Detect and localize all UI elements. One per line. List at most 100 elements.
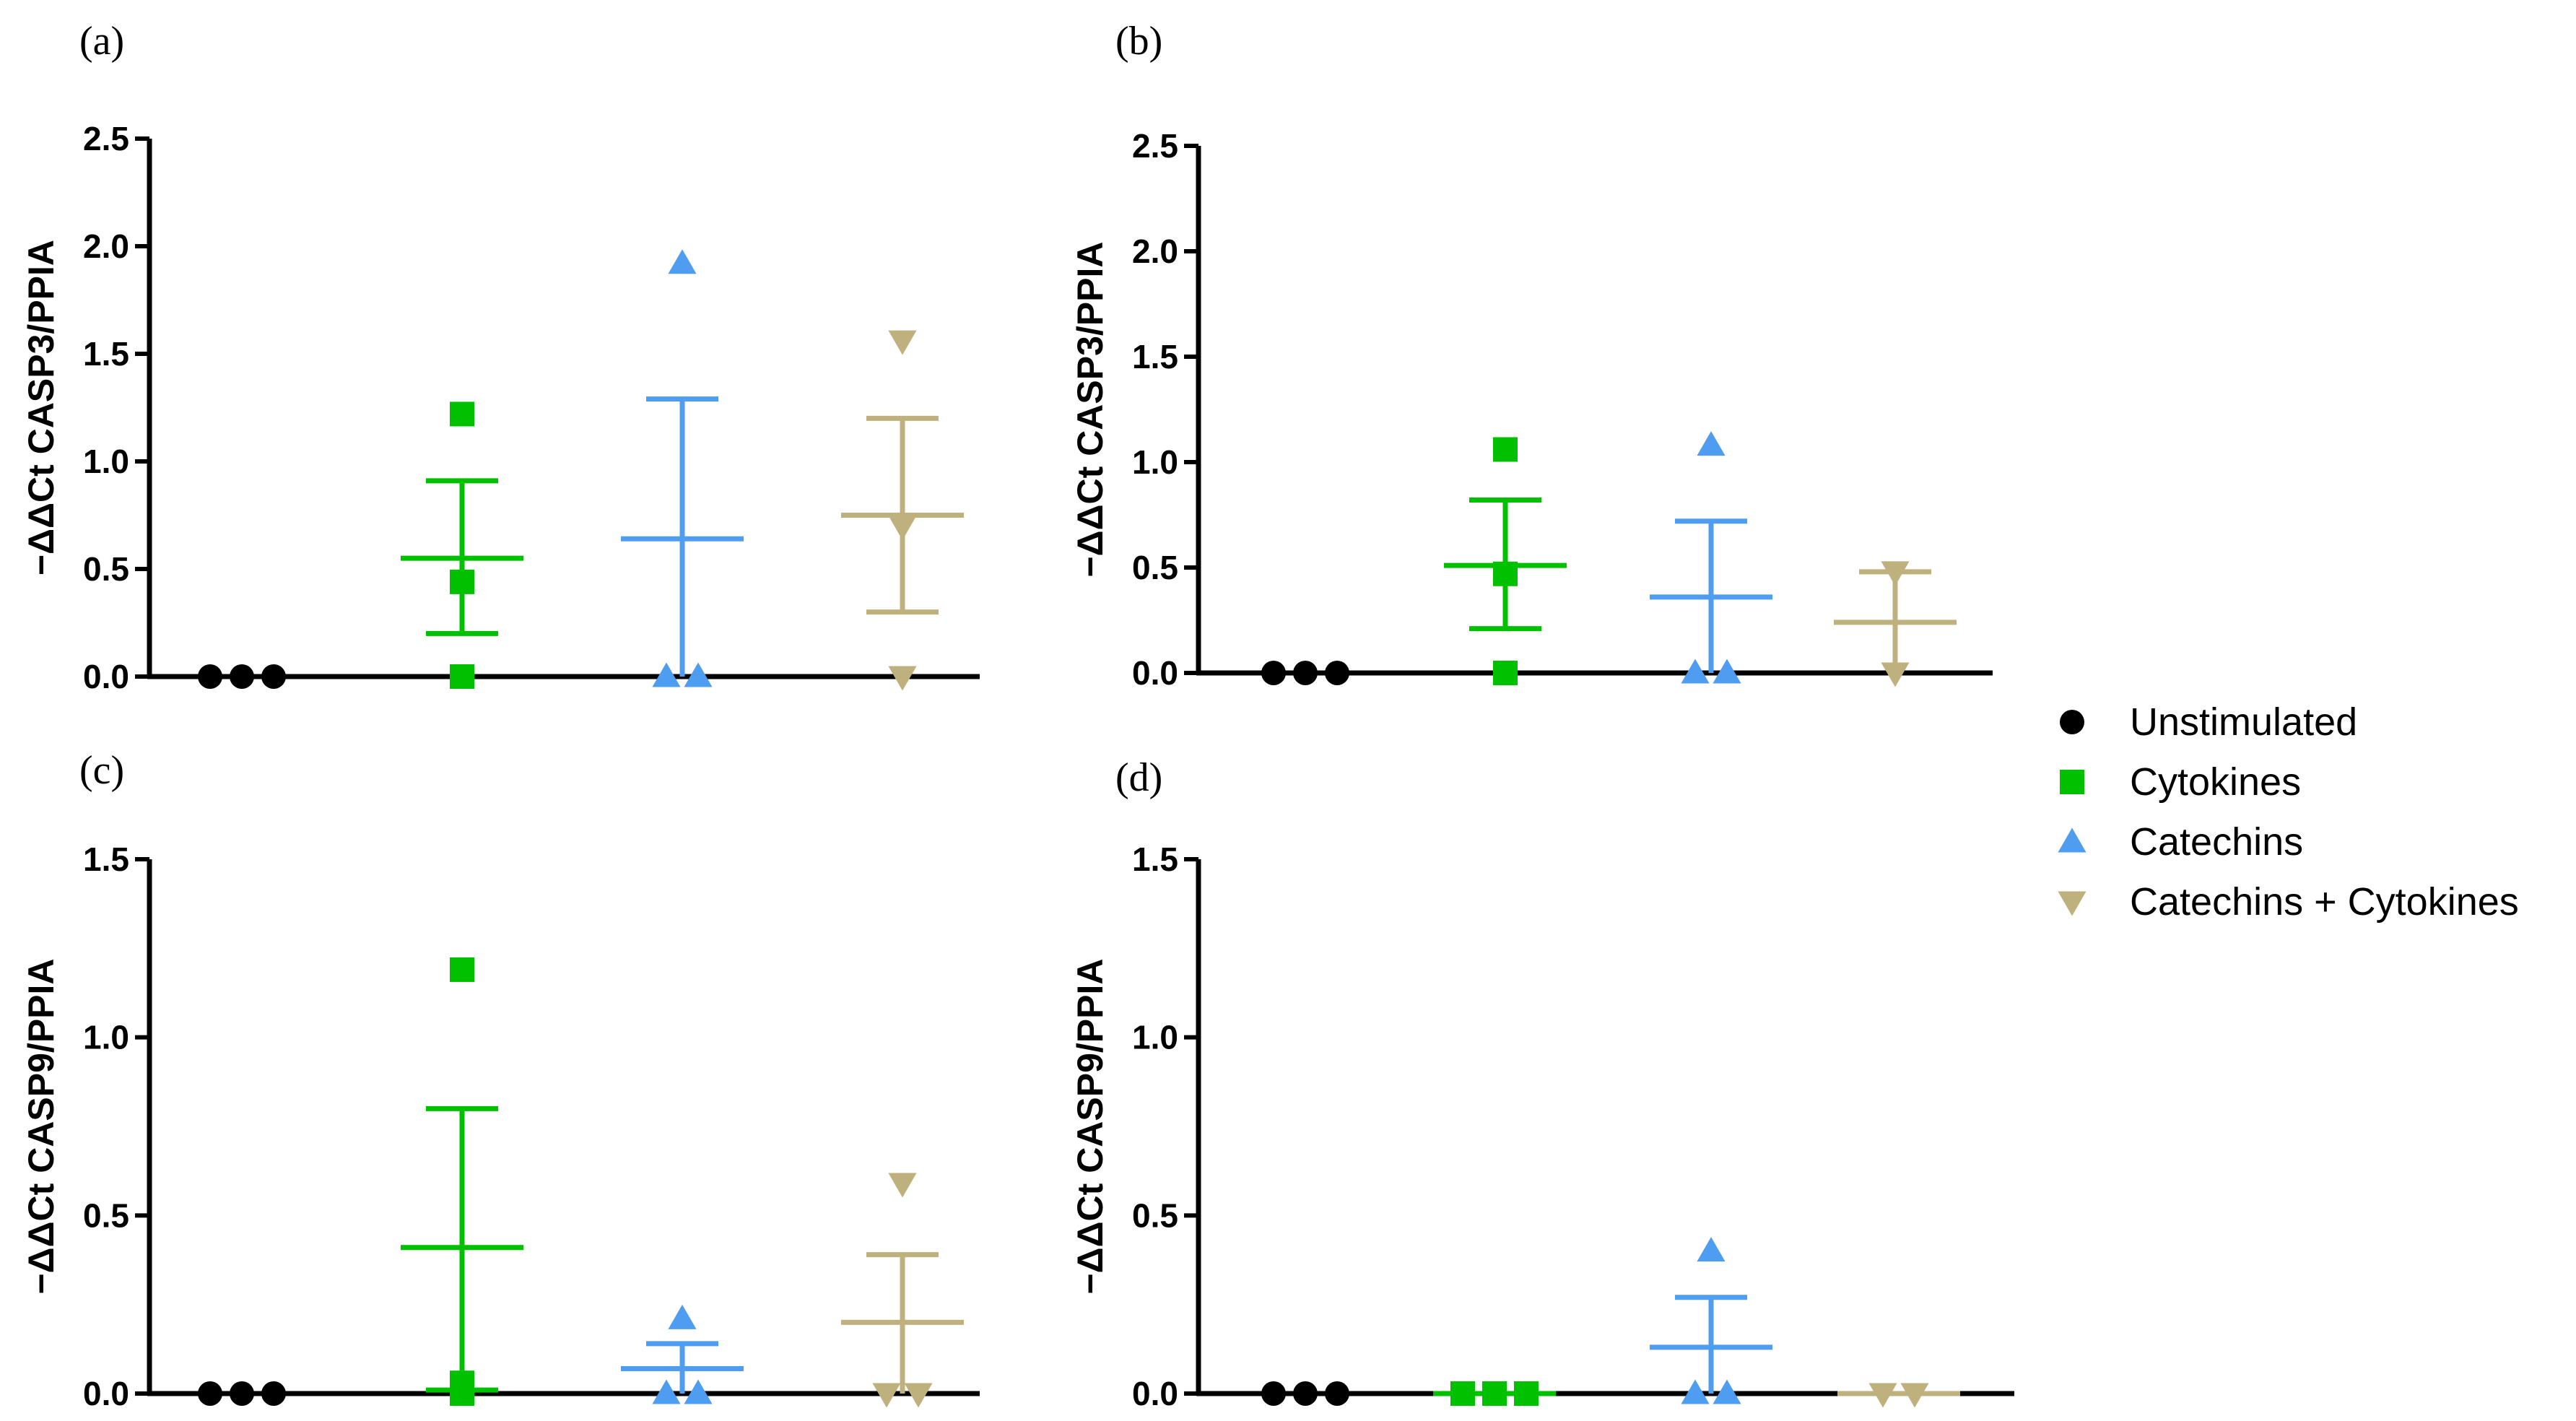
legend-item: Unstimulated xyxy=(2060,700,2357,744)
data-point xyxy=(230,664,254,689)
legend-label: Catechins xyxy=(2130,820,2303,864)
data-point xyxy=(872,1383,901,1408)
data-group xyxy=(1650,1237,1772,1404)
y-tick-label: 1.5 xyxy=(1132,338,1178,375)
y-tick-label: 2.5 xyxy=(1132,127,1178,165)
legend-label: Unstimulated xyxy=(2130,700,2357,744)
data-point xyxy=(450,401,474,427)
panels: (a)0.00.51.01.52.02.5−ΔΔCt CASP3/PPIA(b)… xyxy=(21,19,2014,1412)
data-point xyxy=(230,1381,254,1406)
data-point xyxy=(684,662,713,687)
data-group xyxy=(401,401,523,689)
data-point xyxy=(1697,1237,1726,1262)
data-point xyxy=(1293,661,1318,685)
data-point xyxy=(1681,1379,1710,1404)
data-point xyxy=(652,662,681,687)
data-point xyxy=(1261,661,1286,685)
legend-marker xyxy=(2058,891,2087,916)
legend-label: Catechins + Cytokines xyxy=(2130,880,2519,924)
legend-label: Cytokines xyxy=(2130,760,2301,804)
legend-marker xyxy=(2060,770,2084,794)
y-tick-label: 1.0 xyxy=(83,1019,129,1056)
y-tick-label: 0.5 xyxy=(83,1196,129,1234)
panel-letter: (c) xyxy=(79,748,124,793)
data-point xyxy=(1450,1381,1475,1406)
legend: Unstimulated Cytokines Catechins Catechins … xyxy=(2058,700,2519,924)
y-tick-label: 0.0 xyxy=(1132,654,1178,692)
legend-item: Catechins xyxy=(2058,820,2303,864)
y-tick-label: 0.0 xyxy=(1132,1375,1178,1412)
data-group xyxy=(1650,431,1772,684)
data-point xyxy=(261,664,286,689)
y-tick-label: 0.5 xyxy=(1132,549,1178,586)
legend-marker xyxy=(2060,710,2084,734)
data-point xyxy=(1293,1381,1318,1406)
data-group xyxy=(198,664,286,689)
data-group xyxy=(841,1173,964,1408)
data-point xyxy=(1713,1379,1741,1404)
panel-letter: (a) xyxy=(79,19,124,64)
data-point xyxy=(1493,561,1518,586)
data-point xyxy=(888,515,917,540)
y-axis-title: −ΔΔCt CASP3/PPIA xyxy=(21,240,61,575)
y-tick-label: 0.0 xyxy=(83,1375,129,1412)
data-point xyxy=(1697,431,1726,456)
data-group xyxy=(1433,1381,1556,1406)
data-group xyxy=(1261,661,1349,685)
panel-letter: (b) xyxy=(1115,19,1162,64)
data-point xyxy=(668,249,697,274)
data-group xyxy=(841,330,964,691)
data-point xyxy=(1881,662,1910,687)
chart-panel: (d) 0.0 0.5 1.0 1.5 −ΔΔCt CASP9/PPIA xyxy=(1070,755,2014,1412)
legend-item: Cytokines xyxy=(2060,760,2301,804)
legend-marker xyxy=(2058,827,2087,853)
y-axis-title: −ΔΔCt CASP3/PPIA xyxy=(1070,241,1110,577)
y-tick-label: 0.5 xyxy=(83,550,129,588)
panel-letter: (d) xyxy=(1115,755,1162,800)
y-tick-label: 1.5 xyxy=(83,335,129,373)
y-tick-label: 1.5 xyxy=(1132,840,1178,878)
chart-panel: (a) 0.0 0.5 1.0 1.5 2.0 2.5 −ΔΔCt CASP3/PPIA xyxy=(21,19,980,695)
data-point xyxy=(1325,1381,1349,1406)
y-tick-label: 1.0 xyxy=(1132,443,1178,481)
y-tick-label: 2.0 xyxy=(83,227,129,265)
data-point xyxy=(261,1381,286,1406)
y-tick-label: 2.5 xyxy=(83,120,129,157)
data-group xyxy=(621,1304,744,1404)
data-point xyxy=(1713,659,1741,684)
data-point xyxy=(668,1304,697,1329)
data-point xyxy=(1900,1383,1929,1408)
y-tick-label: 2.0 xyxy=(1132,233,1178,270)
data-point xyxy=(1493,661,1518,685)
data-group xyxy=(1834,561,1957,687)
data-point xyxy=(450,1370,474,1396)
data-point xyxy=(450,957,474,982)
data-group xyxy=(1261,1381,1349,1406)
data-point xyxy=(888,666,917,691)
y-tick-label: 0.0 xyxy=(83,658,129,695)
data-group xyxy=(1444,437,1567,685)
data-group xyxy=(198,1381,286,1406)
data-group xyxy=(1837,1383,1960,1408)
y-tick-label: 0.5 xyxy=(1132,1196,1178,1234)
data-point xyxy=(1482,1381,1507,1406)
data-point xyxy=(904,1383,933,1408)
y-axis-title: −ΔΔCt CASP9/PPIA xyxy=(1070,958,1110,1294)
chart-panel: (b) 0.0 0.5 1.0 1.5 2.0 2.5 −ΔΔCt CASP3/PPIA xyxy=(1070,19,1993,692)
y-tick-label: 1.0 xyxy=(83,443,129,480)
data-point xyxy=(450,569,474,594)
data-group xyxy=(621,249,744,687)
data-point xyxy=(684,1379,713,1404)
data-point xyxy=(888,1173,917,1198)
y-tick-label: 1.0 xyxy=(1132,1019,1178,1056)
data-group xyxy=(401,957,523,1406)
data-point xyxy=(1493,437,1518,462)
data-point xyxy=(450,664,474,689)
legend-item: Catechins + Cytokines xyxy=(2058,880,2519,924)
data-point xyxy=(1868,1383,1897,1408)
data-point xyxy=(1325,661,1349,685)
data-point xyxy=(198,664,222,689)
data-point xyxy=(198,1381,222,1406)
data-point xyxy=(1514,1381,1539,1406)
